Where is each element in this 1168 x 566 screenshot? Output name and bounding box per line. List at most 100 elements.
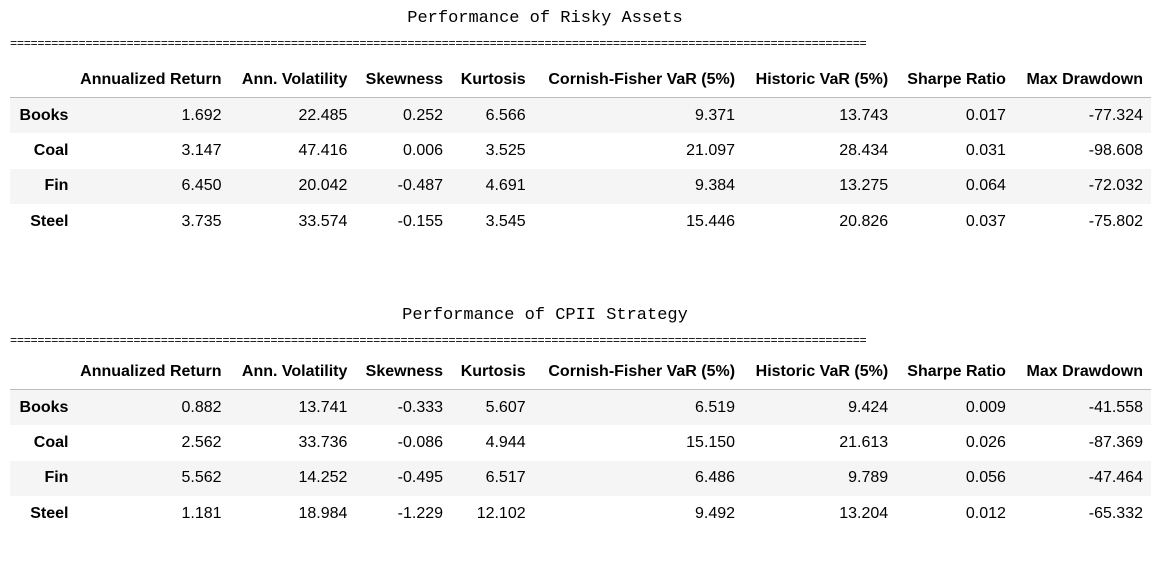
cell-value: 12.102 bbox=[476, 504, 526, 522]
row-label: Books bbox=[19, 106, 69, 124]
column-header-kurtosis: Kurtosis bbox=[460, 71, 526, 88]
cell-value: 6.486 bbox=[695, 469, 736, 487]
table-row: Coal 3.147 47.416 0.006 3.525 21.097 28.… bbox=[10, 133, 1151, 169]
index-header bbox=[10, 63, 76, 98]
cell-value: 0.017 bbox=[965, 106, 1006, 124]
column-header-historic-var: Historic VaR (5%) bbox=[755, 363, 889, 380]
column-header-sharpe-ratio: Sharpe Ratio bbox=[907, 363, 1006, 380]
column-header-annualized-return: Annualized Return bbox=[80, 71, 222, 88]
cell-value: 22.485 bbox=[298, 106, 348, 124]
cell-value: 0.012 bbox=[965, 504, 1006, 522]
cell-value: 2.562 bbox=[181, 433, 222, 451]
cell-value: 4.944 bbox=[485, 433, 526, 451]
cell-value: 0.252 bbox=[403, 106, 444, 124]
cell-value: 21.097 bbox=[686, 141, 736, 159]
cpii-strategy-table: Annualized Return Ann. Volatility Skewne… bbox=[10, 355, 1151, 532]
table-header-row: Annualized Return Ann. Volatility Skewne… bbox=[10, 63, 1151, 98]
cell-value: 15.150 bbox=[686, 433, 736, 451]
cell-value: -87.369 bbox=[1088, 433, 1143, 451]
row-label: Steel bbox=[30, 212, 69, 230]
cell-value: 5.607 bbox=[485, 398, 526, 416]
cell-value: -0.495 bbox=[397, 469, 444, 487]
cell-value: 6.566 bbox=[485, 106, 526, 124]
cell-value: 3.735 bbox=[181, 212, 222, 230]
cell-value: -1.229 bbox=[397, 504, 444, 522]
cell-value: -65.332 bbox=[1088, 504, 1143, 522]
column-header-skewness: Skewness bbox=[365, 71, 444, 88]
cell-value: -47.464 bbox=[1088, 469, 1143, 487]
cell-value: 13.741 bbox=[298, 398, 348, 416]
cell-value: -41.558 bbox=[1088, 398, 1143, 416]
table-row: Books 1.692 22.485 0.252 6.566 9.371 13.… bbox=[10, 97, 1151, 133]
table-row: Coal 2.562 33.736 -0.086 4.944 15.150 21… bbox=[10, 425, 1151, 461]
cell-value: 9.789 bbox=[848, 469, 889, 487]
column-header-cornish-fisher-var: Cornish-Fisher VaR (5%) bbox=[548, 71, 736, 88]
cell-value: 0.056 bbox=[965, 469, 1006, 487]
cell-value: 0.064 bbox=[965, 177, 1006, 195]
table-row: Steel 3.735 33.574 -0.155 3.545 15.446 2… bbox=[10, 204, 1151, 240]
cell-value: 0.026 bbox=[965, 433, 1006, 451]
column-header-max-drawdown: Max Drawdown bbox=[1026, 71, 1143, 88]
row-label: Coal bbox=[33, 141, 69, 159]
index-header bbox=[10, 355, 76, 390]
row-label: Coal bbox=[33, 433, 69, 451]
section-title: Performance of Risky Assets bbox=[407, 9, 683, 28]
cell-value: 15.446 bbox=[686, 212, 736, 230]
cpii-strategy-section: Performance of CPII Strategy ===========… bbox=[0, 297, 1168, 566]
cell-value: 9.371 bbox=[695, 106, 736, 124]
row-label: Fin bbox=[44, 469, 69, 487]
cell-value: 0.009 bbox=[965, 398, 1006, 416]
column-header-max-drawdown: Max Drawdown bbox=[1026, 363, 1143, 380]
table-header-row: Annualized Return Ann. Volatility Skewne… bbox=[10, 355, 1151, 390]
cell-value: 6.519 bbox=[695, 398, 736, 416]
table-row: Fin 5.562 14.252 -0.495 6.517 6.486 9.78… bbox=[10, 460, 1151, 496]
risky-assets-section: Performance of Risky Assets ============… bbox=[0, 0, 1168, 280]
section-title: Performance of CPII Strategy bbox=[402, 306, 688, 325]
row-label: Fin bbox=[44, 177, 69, 195]
cell-value: 47.416 bbox=[298, 141, 348, 159]
cell-value: 21.613 bbox=[839, 433, 889, 451]
table-row: Books 0.882 13.741 -0.333 5.607 6.519 9.… bbox=[10, 389, 1151, 425]
cell-value: 9.492 bbox=[695, 504, 736, 522]
cell-value: -0.333 bbox=[397, 398, 444, 416]
cell-value: 5.562 bbox=[181, 469, 222, 487]
column-header-sharpe-ratio: Sharpe Ratio bbox=[907, 71, 1006, 88]
cell-value: 18.984 bbox=[298, 504, 348, 522]
cell-value: -77.324 bbox=[1088, 106, 1143, 124]
row-label: Books bbox=[19, 398, 69, 416]
cell-value: 0.882 bbox=[181, 398, 222, 416]
cell-value: 3.147 bbox=[181, 141, 222, 159]
table-row: Steel 1.181 18.984 -1.229 12.102 9.492 1… bbox=[10, 496, 1151, 532]
cell-value: 28.434 bbox=[839, 141, 889, 159]
cell-value: 6.517 bbox=[485, 469, 526, 487]
cell-value: 3.545 bbox=[485, 212, 526, 230]
cell-value: 0.037 bbox=[965, 212, 1006, 230]
column-header-historic-var: Historic VaR (5%) bbox=[755, 71, 889, 88]
column-header-annualized-return: Annualized Return bbox=[80, 363, 222, 380]
cell-value: 1.181 bbox=[181, 504, 222, 522]
cell-value: 9.384 bbox=[695, 177, 736, 195]
column-header-ann-volatility: Ann. Volatility bbox=[241, 363, 348, 380]
cell-value: 33.574 bbox=[298, 212, 348, 230]
column-header-kurtosis: Kurtosis bbox=[460, 363, 526, 380]
cell-value: 13.743 bbox=[839, 106, 889, 124]
cell-value: -0.086 bbox=[397, 433, 444, 451]
cell-value: 6.450 bbox=[181, 177, 222, 195]
table-row: Fin 6.450 20.042 -0.487 4.691 9.384 13.2… bbox=[10, 168, 1151, 204]
cell-value: 4.691 bbox=[485, 177, 526, 195]
cell-value: 20.042 bbox=[298, 177, 348, 195]
cell-value: 3.525 bbox=[485, 141, 526, 159]
column-header-ann-volatility: Ann. Volatility bbox=[241, 71, 348, 88]
separator-rule: ========================================… bbox=[10, 335, 867, 347]
cell-value: -98.608 bbox=[1088, 141, 1143, 159]
risky-assets-table: Annualized Return Ann. Volatility Skewne… bbox=[10, 63, 1151, 240]
column-header-skewness: Skewness bbox=[365, 363, 444, 380]
cell-value: 13.275 bbox=[839, 177, 889, 195]
cell-value: -0.155 bbox=[397, 212, 444, 230]
row-label: Steel bbox=[30, 504, 69, 522]
cell-value: 33.736 bbox=[298, 433, 348, 451]
cell-value: -0.487 bbox=[397, 177, 444, 195]
cell-value: 14.252 bbox=[298, 469, 348, 487]
cell-value: -72.032 bbox=[1088, 177, 1143, 195]
cell-value: 0.006 bbox=[403, 141, 444, 159]
